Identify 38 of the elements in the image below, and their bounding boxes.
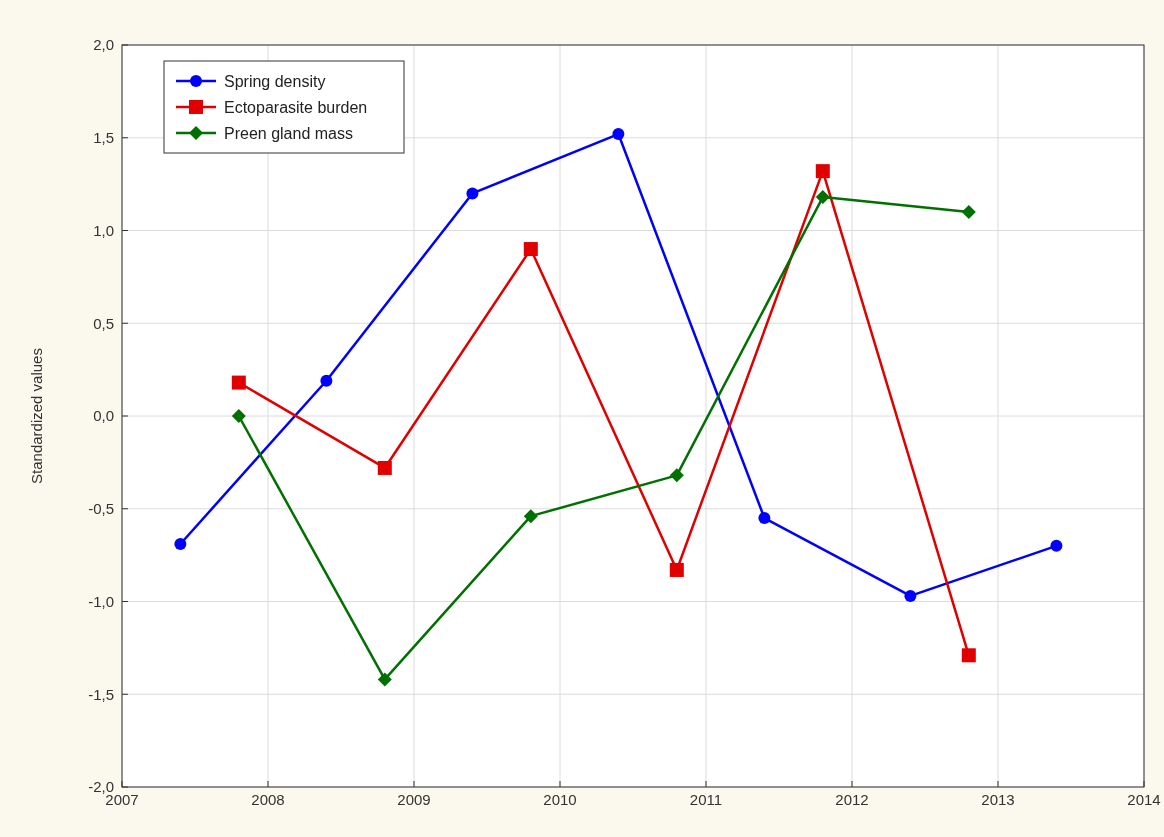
point <box>320 374 333 387</box>
y-tick-label: -1,5 <box>88 685 114 703</box>
point <box>961 204 976 219</box>
legend-label: Preen gland mass <box>224 124 353 142</box>
x-tick-label: 2012 <box>835 791 869 808</box>
point <box>961 648 976 663</box>
point <box>523 242 538 257</box>
point <box>815 190 830 205</box>
y-tick-label: 1,5 <box>93 129 114 146</box>
x-tick-label: 2011 <box>689 791 723 808</box>
y-tick-label: 1,0 <box>93 221 114 239</box>
y-axis-title: Standardized values <box>28 348 45 484</box>
x-tick-label: 2009 <box>397 791 431 808</box>
point <box>377 460 392 475</box>
y-tick-label: 0,5 <box>93 314 114 332</box>
legend-label: Ectoparasite burden <box>224 98 368 116</box>
point <box>231 409 246 423</box>
x-tick-label: 2013 <box>981 791 1015 808</box>
point <box>669 562 684 577</box>
point <box>523 509 538 524</box>
legend-label: Spring density <box>224 72 326 90</box>
point <box>1050 539 1063 552</box>
x-tick-label: 2014 <box>1127 791 1161 808</box>
point <box>669 468 684 483</box>
point <box>815 164 830 179</box>
x-tick-label: 2008 <box>251 791 285 808</box>
point <box>612 128 625 141</box>
y-tick-label: -1,0 <box>88 592 114 610</box>
point <box>377 672 392 687</box>
y-tick-label: 2,0 <box>93 36 114 54</box>
y-tick-label: -0,5 <box>88 500 114 517</box>
point <box>466 187 479 200</box>
y-tick-label: 0,0 <box>93 407 114 425</box>
point <box>174 538 187 550</box>
point <box>904 589 917 602</box>
point <box>231 375 246 390</box>
x-tick-label: 2010 <box>543 791 577 808</box>
point <box>758 512 771 525</box>
